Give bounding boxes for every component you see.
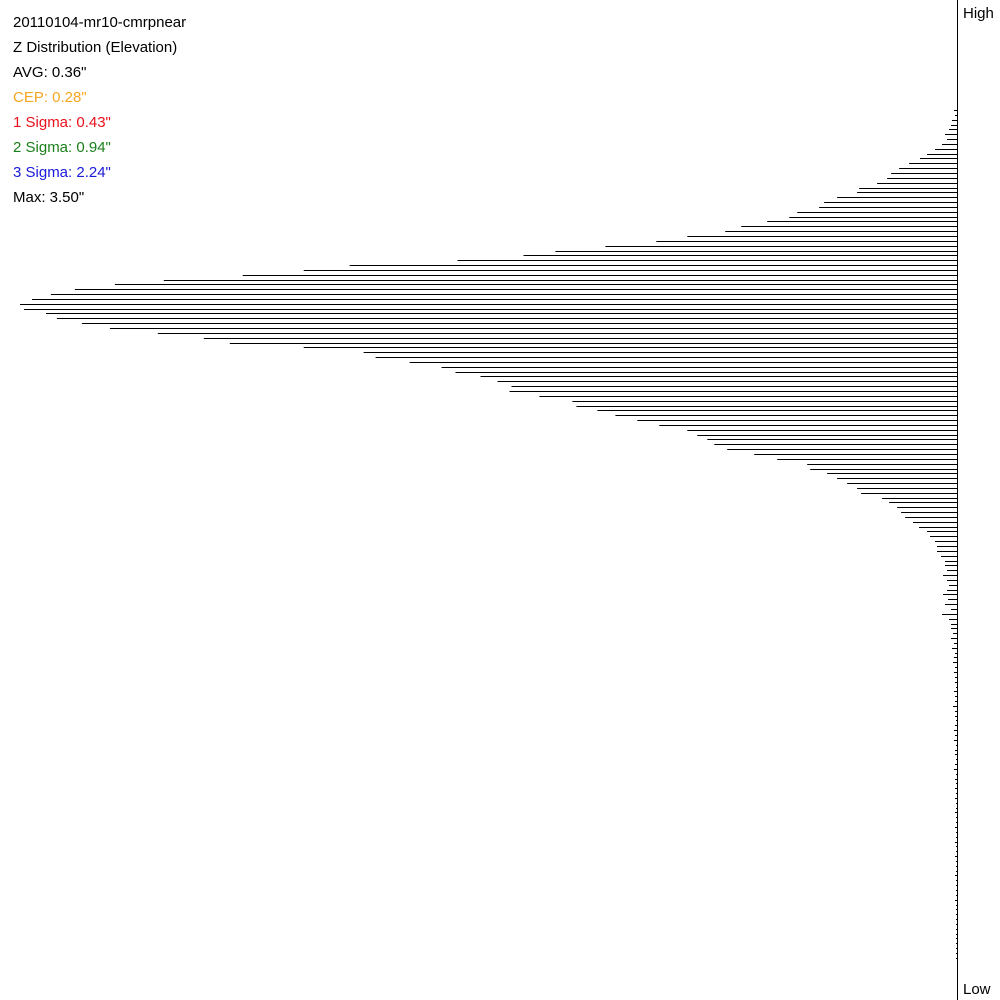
histogram-bars xyxy=(20,110,957,959)
stats-panel: 20110104-mr10-cmrpnear Z Distribution (E… xyxy=(13,10,186,210)
stat-1-sigma: 1 Sigma: 0.43" xyxy=(13,114,111,131)
chart-subtitle: Z Distribution (Elevation) xyxy=(13,39,178,56)
stat-avg: AVG: 0.36" xyxy=(13,64,87,81)
stat-3-sigma: 3 Sigma: 2.24" xyxy=(13,164,111,181)
stat-2-sigma: 2 Sigma: 0.94" xyxy=(13,139,111,156)
stat-max: Max: 3.50" xyxy=(13,189,85,206)
axis-label-high: High xyxy=(963,5,994,22)
chart-title: 20110104-mr10-cmrpnear xyxy=(13,14,187,31)
axis-label-low: Low xyxy=(963,981,991,998)
stat-cep: CEP: 0.28" xyxy=(13,89,87,106)
